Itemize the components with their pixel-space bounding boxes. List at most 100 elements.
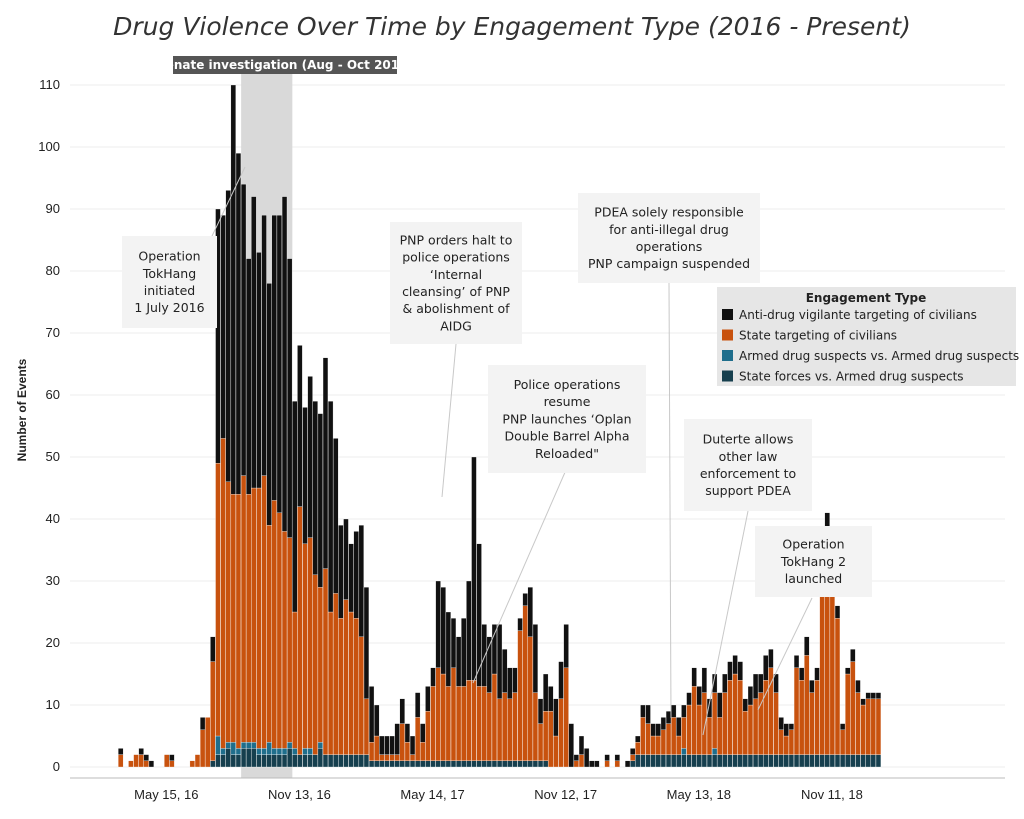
bar-segment (225, 742, 231, 749)
x-tick-label: Nov 11, 18 (801, 787, 863, 802)
bar-segment (148, 760, 155, 768)
bar-segment (732, 655, 738, 675)
bar-segment (686, 704, 692, 755)
bar-segment (240, 475, 247, 743)
bar-segment (133, 754, 139, 768)
bar-segment (486, 692, 492, 761)
bar-segment (553, 698, 559, 737)
bar-segment (737, 754, 743, 768)
bar-segment (665, 711, 672, 724)
bar-segment (399, 698, 405, 724)
bar-segment (261, 475, 267, 749)
bar-segment (804, 636, 810, 656)
bar-segment (578, 754, 585, 768)
bar-segment (809, 692, 815, 755)
bar-segment (543, 711, 549, 761)
bar-segment (502, 649, 508, 693)
bar-segment (870, 754, 876, 768)
bar-segment (527, 760, 533, 768)
bar-segment (384, 735, 390, 755)
annotation-text: ‘Internal (430, 267, 482, 282)
bar-segment (466, 680, 472, 761)
legend-label: Armed drug suspects vs. Armed drug suspe… (739, 349, 1019, 363)
y-tick-label: 90 (46, 201, 60, 216)
annotation-box (390, 222, 522, 344)
bar-segment (783, 723, 789, 737)
bar-segment (635, 742, 641, 755)
bar-segment (712, 692, 718, 749)
bar-segment (471, 680, 477, 761)
bar-segment (589, 760, 595, 768)
bar-segment (496, 698, 503, 761)
axes: 0 10 20 30 40 50 60 70 80 90 100 110 May 15, 16 Nov 1… (15, 77, 1005, 802)
y-tick-label: 30 (46, 573, 60, 588)
bar-segment (594, 760, 600, 768)
bar-segment (568, 723, 574, 768)
bar-segment (660, 754, 667, 768)
annotation-text: operations (636, 239, 703, 254)
annotation-text: & abolishment of (402, 301, 510, 316)
bar-segment (297, 754, 303, 768)
annotation-text: for anti-illegal drug (609, 222, 729, 237)
bar-segment (143, 754, 149, 761)
bar-segment (604, 754, 610, 761)
bar-segment (691, 667, 697, 687)
bar-segment (404, 742, 411, 761)
bar-segment (358, 636, 364, 755)
bar-segment (210, 760, 216, 768)
bar-segment (742, 711, 748, 755)
bar-segment (696, 704, 702, 755)
bar-segment (537, 723, 544, 761)
bar-segment (215, 754, 221, 768)
bar-segment (353, 618, 359, 755)
bar-segment (875, 754, 882, 768)
bar-segment (481, 624, 487, 687)
bar-segment (200, 729, 206, 768)
bar-segment (645, 723, 651, 755)
bar-segment (389, 754, 395, 761)
bar-segment (343, 754, 349, 768)
bar-segment (507, 760, 513, 768)
legend-swatch (722, 329, 733, 341)
bar-segment (409, 754, 416, 761)
bar-segment (143, 760, 149, 768)
bar-segment (778, 717, 784, 730)
bar-segment (322, 568, 329, 755)
bar-segment (266, 742, 272, 755)
bar-segment (496, 624, 503, 699)
bar-segment (660, 729, 667, 755)
annotation-text: 1 July 2016 (134, 300, 204, 315)
bar-segment (409, 760, 416, 768)
bar-segment (230, 754, 236, 768)
bar-segment (614, 754, 620, 761)
bar-segment (717, 717, 723, 755)
bar-segment (271, 215, 277, 501)
bar-segment (169, 754, 175, 761)
legend-swatch (722, 370, 733, 382)
bar-segment (358, 525, 364, 637)
bar-segment (783, 735, 789, 755)
bar-segment (374, 760, 380, 768)
bar-segment (814, 754, 820, 768)
bar-segment (456, 636, 462, 687)
annotation-text: initiated (144, 283, 195, 298)
bar-segment (491, 624, 498, 675)
annotation-text: cleansing’ of PNP (402, 284, 510, 299)
bar-segment (737, 680, 743, 755)
bar-segment (287, 742, 293, 749)
bar-segment (348, 611, 354, 755)
bar-segment (368, 686, 375, 743)
bar-segment (517, 760, 523, 768)
bar-segment (466, 580, 472, 681)
bar-segment (758, 673, 764, 693)
bar-segment (481, 760, 487, 768)
chart-title: Drug Violence Over Time by Engagement Ty… (113, 12, 911, 41)
bar-segment (860, 704, 866, 755)
bar-segment (287, 748, 293, 768)
bar-segment (537, 698, 544, 724)
bar-segment (348, 543, 354, 613)
bar-segment (809, 680, 815, 693)
bar-segment (220, 754, 226, 768)
bar-segment (793, 655, 800, 668)
